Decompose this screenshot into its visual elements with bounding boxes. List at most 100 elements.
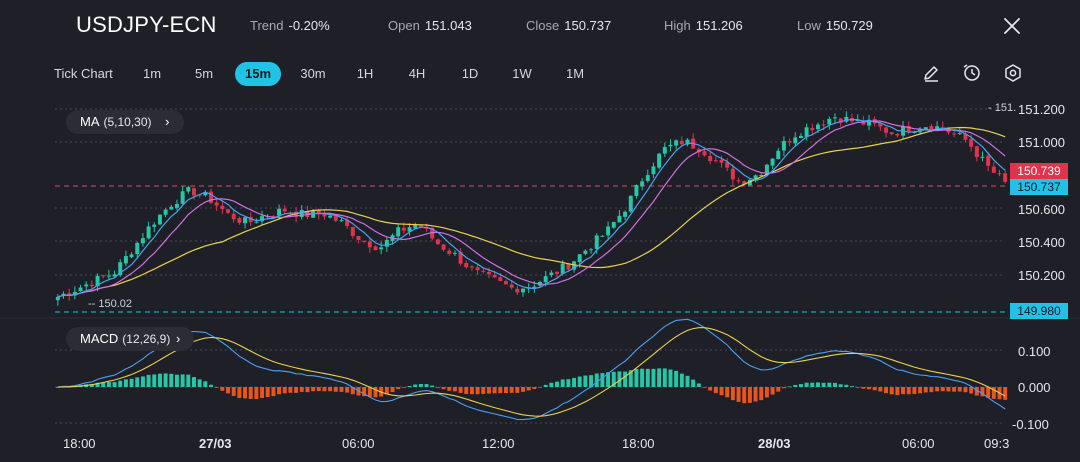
macd-histogram-bar (169, 373, 174, 387)
candle-body (952, 133, 957, 135)
tf-1h[interactable]: 1H (356, 66, 374, 81)
macd-histogram-bar (679, 373, 684, 387)
candle-body (135, 242, 140, 255)
macd-histogram-bar (152, 374, 157, 387)
tf-1w[interactable]: 1W (512, 66, 532, 81)
candle-body (555, 271, 560, 274)
macd-histogram-bar (940, 387, 945, 392)
candle-body (418, 224, 423, 227)
macd-histogram-bar (742, 387, 747, 404)
macd-histogram-bar (288, 387, 293, 393)
candle-body (214, 202, 219, 206)
macd-histogram-bar (566, 379, 571, 387)
tf-1m[interactable]: 1m (142, 66, 162, 81)
candle-body (770, 158, 775, 166)
settings-icon[interactable] (1002, 62, 1024, 84)
candle-body (248, 216, 253, 223)
candle-body (55, 296, 60, 301)
macd-histogram-bar (804, 382, 809, 387)
candle-body (379, 247, 384, 250)
macd-histogram-bar (952, 387, 957, 392)
macd-histogram-bar (583, 375, 588, 387)
tick-chart-button[interactable]: Tick Chart (54, 66, 113, 81)
macd-histogram-bar (764, 387, 769, 398)
macd-histogram-bar (815, 382, 820, 387)
macd-histogram-bar (413, 384, 418, 387)
macd-histogram-bar (396, 387, 401, 390)
candle-body (651, 166, 656, 175)
candle-body (645, 175, 650, 181)
macd-histogram-bar (640, 368, 645, 387)
candle-body (271, 215, 276, 217)
candle-body (594, 235, 599, 249)
candle-body (991, 166, 996, 173)
macd-histogram-bar (294, 387, 299, 393)
close-price-tag: 150.737 (1010, 179, 1068, 195)
macd-histogram-bar (231, 387, 236, 396)
candle-body (157, 214, 162, 225)
macd-histogram-bar (95, 382, 100, 387)
macd-histogram-bar (322, 387, 327, 392)
macd-histogram-bar (407, 385, 412, 387)
candle-body (878, 122, 883, 127)
tf-1m-month[interactable]: 1M (565, 66, 585, 81)
candle-body (832, 117, 837, 119)
macd-histogram-bar (503, 387, 508, 393)
macd-histogram-bar (373, 387, 378, 398)
candle-body (889, 132, 894, 135)
candle-body (140, 238, 145, 244)
candle-body (855, 119, 860, 121)
toolbar: Tick Chart 1m 5m 15m 30m 1H 4H 1D 1W 1M (0, 62, 1080, 88)
tf-1d[interactable]: 1D (461, 66, 479, 81)
macd-histogram-bar (333, 387, 338, 392)
candle-body (827, 118, 832, 125)
time-label: 06:00 (902, 436, 935, 451)
tf-15m[interactable]: 15m (235, 62, 281, 86)
macd-histogram-bar (191, 377, 196, 387)
tf-4h[interactable]: 4H (408, 66, 426, 81)
candle-body (384, 239, 389, 247)
tf-5m[interactable]: 5m (194, 66, 214, 81)
price-tick: 150.600 (1018, 202, 1065, 217)
candle-body (333, 215, 338, 221)
macd-histogram-bar (725, 387, 730, 398)
macd-indicator-pill[interactable]: MACD (12,26,9) › (66, 327, 195, 351)
macd-histogram-bar (350, 387, 355, 395)
candle-body (634, 185, 639, 196)
candle-body (492, 274, 497, 278)
macd-histogram-bar (730, 387, 735, 401)
candle-body (362, 240, 367, 242)
tf-30m[interactable]: 30m (300, 66, 326, 81)
macd-histogram-bar (157, 373, 162, 387)
macd-histogram-bar (901, 387, 906, 395)
macd-histogram-bar (106, 382, 111, 387)
candle-body (867, 119, 872, 126)
macd-histogram-bar (832, 382, 837, 387)
clock-icon[interactable] (961, 62, 983, 84)
macd-histogram-bar (543, 384, 548, 387)
macd-histogram-bar (118, 380, 123, 387)
macd-histogram-bar (101, 382, 106, 387)
macd-histogram-bar (367, 387, 372, 397)
price-tick: 151.200 (1018, 102, 1065, 117)
candle-body (129, 254, 134, 258)
macd-histogram-bar (526, 387, 531, 391)
date-label: 27/03 (199, 436, 232, 451)
ma-indicator-pill[interactable]: MA (5,10,30) › (66, 110, 184, 134)
close-icon[interactable] (1000, 14, 1024, 38)
macd-histogram-bar (980, 387, 985, 397)
candle-body (486, 271, 491, 275)
draw-icon[interactable] (920, 62, 942, 84)
candle-body (231, 213, 236, 220)
macd-histogram-bar (844, 384, 849, 387)
macd-histogram-bar (770, 387, 775, 395)
macd-histogram-bar (481, 387, 486, 394)
macd-histogram-bar (929, 387, 934, 393)
candle-body (742, 181, 747, 185)
last-price-tag: 150.739 (1010, 163, 1068, 179)
candle-body (980, 156, 985, 158)
macd-histogram-bar (986, 387, 991, 398)
macd-histogram-bar (798, 384, 803, 387)
candle-body (929, 126, 934, 130)
